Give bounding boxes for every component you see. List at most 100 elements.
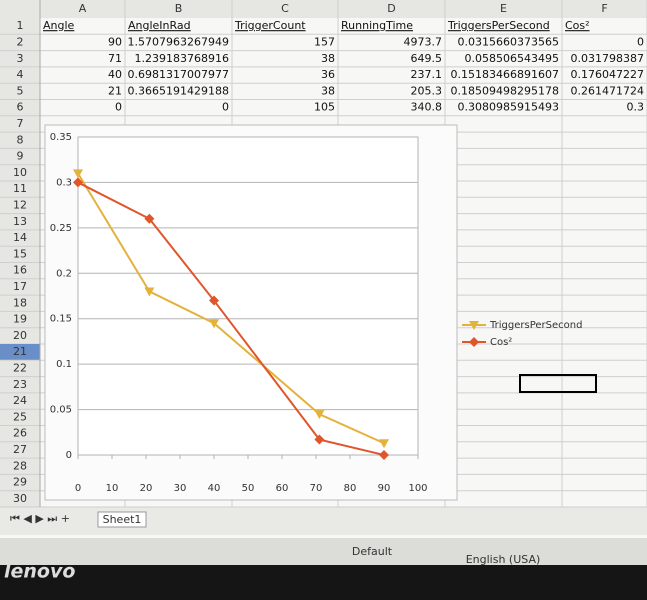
x-tick-label: 50 — [242, 483, 255, 494]
cell: 0.261471724 — [571, 84, 644, 97]
y-tick-label: 0.05 — [50, 405, 72, 416]
marker — [73, 177, 83, 188]
x-tick-label: 60 — [276, 483, 289, 494]
marker — [379, 450, 389, 460]
row-number: 26 — [13, 427, 27, 440]
row-number: 8 — [17, 133, 24, 146]
row-number: 5 — [17, 84, 24, 97]
row-number: 29 — [13, 476, 27, 489]
cell: 4973.7 — [404, 35, 443, 48]
cell: 0.0315660373565 — [458, 35, 559, 48]
cell: 1.239183768916 — [135, 52, 229, 65]
row-number: 10 — [13, 166, 27, 179]
cell: 38 — [321, 84, 335, 97]
row-number: 27 — [13, 443, 27, 456]
cell: 21 — [108, 84, 122, 97]
column-header: B — [175, 2, 183, 15]
y-tick-label: 0.35 — [50, 132, 72, 143]
status-style: Default — [352, 545, 393, 558]
row-number: 24 — [13, 394, 27, 407]
row-number: 9 — [17, 150, 24, 163]
cell: 0.15183466891607 — [451, 68, 559, 81]
cell: RunningTime — [341, 19, 413, 32]
x-tick-label: 70 — [310, 483, 323, 494]
row-number: 4 — [17, 68, 24, 81]
marker — [314, 434, 325, 445]
cell: 205.3 — [411, 84, 443, 97]
row-number: 11 — [13, 182, 27, 195]
cell: Cos² — [565, 19, 590, 32]
cell: 0.3080985915493 — [458, 101, 559, 114]
x-tick-label: 10 — [106, 483, 119, 494]
cell: 340.8 — [411, 101, 443, 114]
cell: 0.176047227 — [571, 68, 644, 81]
cell: 1.5707963267949 — [128, 35, 229, 48]
legend-label: Cos² — [490, 337, 512, 348]
row-number: 15 — [13, 247, 27, 260]
cell: 0.3665191429188 — [128, 84, 229, 97]
row-number: 22 — [13, 361, 27, 374]
x-tick-label: 80 — [344, 483, 357, 494]
row-number: 28 — [13, 459, 27, 472]
cell: 105 — [314, 101, 335, 114]
cell: AngleInRad — [128, 19, 191, 32]
cell: 0.031798387 — [571, 52, 644, 65]
legend-marker — [469, 321, 479, 330]
y-tick-label: 0.1 — [56, 359, 72, 370]
row-number: 21 — [13, 345, 27, 358]
row-number: 12 — [13, 198, 27, 211]
y-tick-label: 0 — [66, 450, 72, 461]
cell: 0.3 — [627, 101, 645, 114]
row-number: 18 — [13, 296, 27, 309]
status-bar — [0, 538, 647, 565]
column-header: D — [387, 2, 395, 15]
row-number: 3 — [17, 52, 24, 65]
marker — [314, 410, 325, 420]
row-header-bar — [0, 0, 40, 507]
cell: TriggerCount — [234, 19, 306, 32]
column-header: F — [601, 2, 607, 15]
cell: 40 — [108, 68, 122, 81]
row-number: 1 — [17, 19, 24, 32]
row-number: 17 — [13, 280, 27, 293]
cell: Angle — [43, 19, 75, 32]
plot-area — [77, 136, 419, 456]
cell: 0.18509498295178 — [451, 84, 559, 97]
column-header-bar — [0, 0, 647, 18]
row-number: 7 — [17, 117, 24, 130]
x-tick-label: 30 — [174, 483, 187, 494]
x-tick-label: 100 — [408, 483, 427, 494]
column-header: A — [79, 2, 87, 15]
sheet-tab[interactable] — [97, 511, 147, 528]
row-number: 2 — [17, 35, 24, 48]
x-tick-label: 40 — [208, 483, 221, 494]
active-row-header — [0, 344, 40, 361]
cell: 36 — [321, 68, 335, 81]
selected-cell — [519, 374, 597, 393]
row-number: 23 — [13, 378, 27, 391]
marker — [73, 169, 83, 179]
cell: 649.5 — [411, 52, 443, 65]
status-language: English (USA) — [466, 553, 541, 566]
row-number: 13 — [13, 215, 27, 228]
cell: 38 — [321, 52, 335, 65]
cell: 0 — [222, 101, 229, 114]
sheet-tab-label[interactable]: Sheet1 — [103, 513, 142, 526]
cell: 0 — [115, 101, 122, 114]
y-tick-label: 0.15 — [50, 314, 72, 325]
y-tick-label: 0.2 — [56, 268, 72, 279]
y-tick-label: 0.25 — [50, 223, 72, 234]
marker — [209, 295, 219, 306]
x-tick-label: 90 — [378, 483, 391, 494]
laptop-bezel — [0, 565, 647, 600]
row-number: 14 — [13, 231, 27, 244]
cell: 237.1 — [411, 68, 443, 81]
cell: 157 — [314, 35, 335, 48]
cell: 0.6981317007977 — [128, 68, 229, 81]
legend-marker — [469, 337, 479, 347]
cell: 90 — [108, 35, 122, 48]
tab-nav[interactable]: ⏮ ◀ ▶ ⏭ + — [10, 512, 70, 525]
row-number: 25 — [13, 410, 27, 423]
row-number: 20 — [13, 329, 27, 342]
